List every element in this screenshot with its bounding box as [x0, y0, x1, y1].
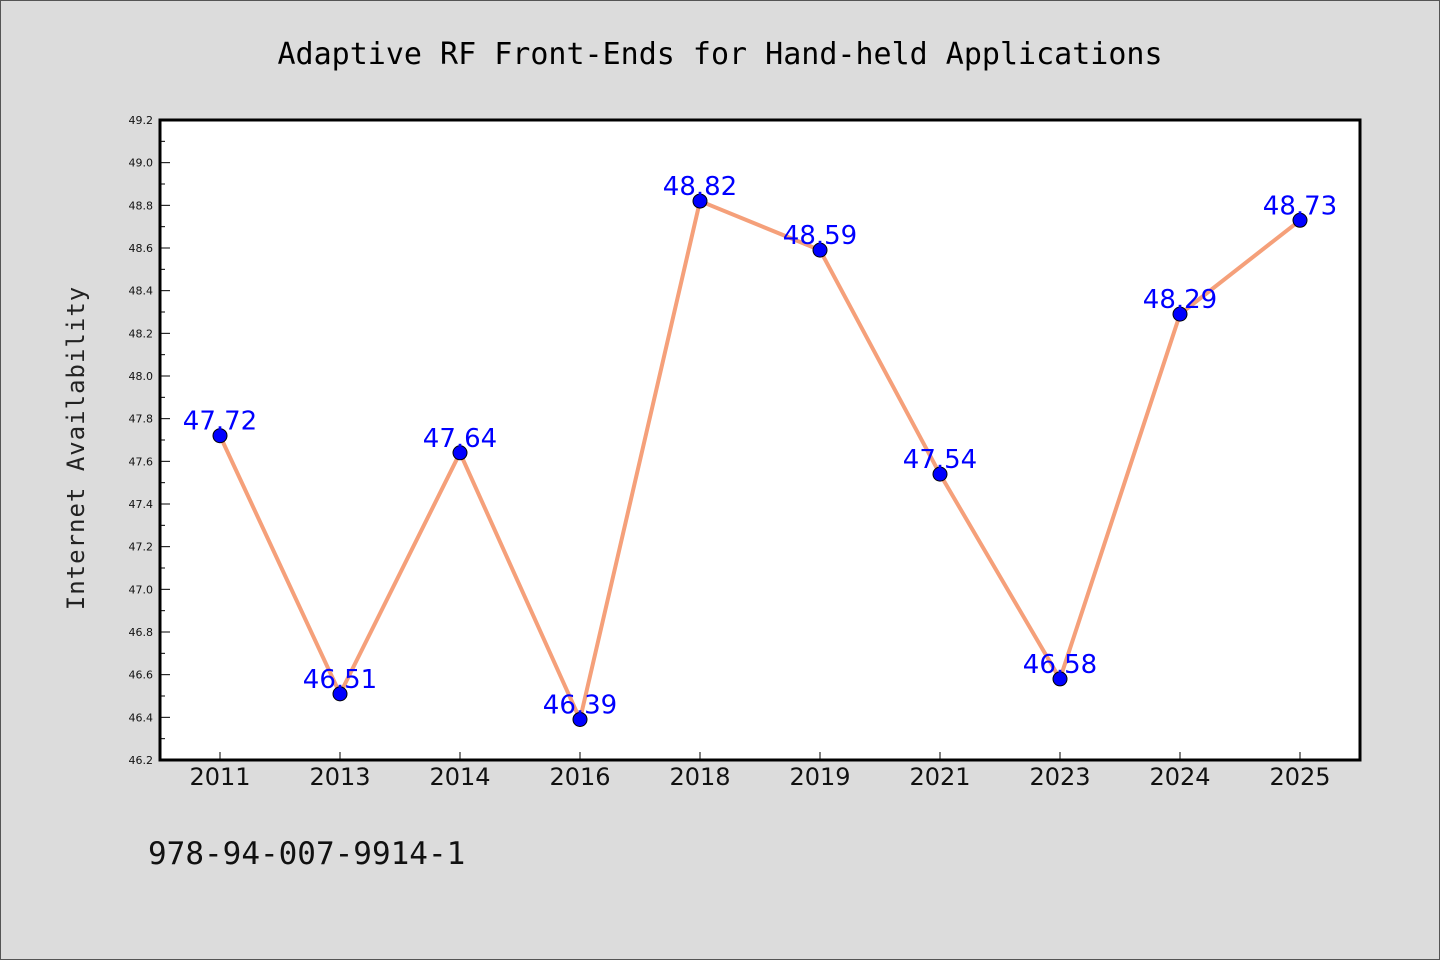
x-tick-label: 2021: [909, 763, 970, 791]
data-point: [812, 242, 828, 258]
y-tick-label: 46.8: [129, 626, 154, 639]
y-tick-label: 47.0: [129, 583, 154, 596]
data-point: [932, 466, 948, 482]
x-tick-label: 2024: [1149, 763, 1210, 791]
data-label: 48.82: [663, 172, 737, 202]
series-line: [218, 199, 1302, 722]
data-point: [1052, 671, 1068, 687]
data-point: [692, 193, 708, 209]
y-tick-label: 48.4: [129, 285, 154, 298]
footer-isbn: 978-94-007-9914-1: [148, 836, 465, 872]
data-label: 46.39: [543, 690, 617, 720]
data-label: 46.58: [1023, 650, 1097, 680]
x-tick-label: 2016: [549, 763, 610, 791]
y-tick-label: 48.0: [129, 370, 154, 383]
data-point: [452, 445, 468, 461]
data-point: [332, 686, 348, 702]
y-tick-label: 47.4: [129, 498, 154, 511]
x-tick-label: 2019: [789, 763, 850, 791]
y-tick-label: 46.6: [129, 669, 154, 682]
y-tick-label: 46.4: [129, 711, 154, 724]
data-label: 48.73: [1263, 191, 1337, 221]
y-tick-label: 46.2: [129, 754, 154, 767]
x-tick-label: 2018: [669, 763, 730, 791]
data-label: 47.64: [423, 424, 497, 454]
x-axis: 2011 2013 2014 2016 2018 2019 2021 2023 2024 2025: [189, 752, 1331, 791]
y-tick-label: 48.2: [129, 327, 154, 340]
data-label: 47.72: [183, 407, 257, 437]
data-label: 47.54: [903, 445, 977, 475]
y-tick-label: 49.0: [129, 157, 154, 170]
data-label: 46.51: [303, 665, 377, 695]
data-point: [1172, 306, 1188, 322]
y-tick-label: 49.2: [129, 114, 154, 127]
y-tick-label: 47.8: [129, 413, 154, 426]
y-axis-label: Internet Availability: [62, 286, 90, 610]
x-tick-label: 2013: [309, 763, 370, 791]
y-axis: 46.2 46.4 46.6 46.8 47.0 47.2 47.4 47.6 47.8 48.0…: [129, 114, 170, 767]
data-point: [572, 711, 588, 727]
data-point: [1292, 212, 1308, 228]
x-tick-label: 2025: [1269, 763, 1330, 791]
y-tick-label: 47.2: [129, 541, 154, 554]
series-group: 47.72 46.51 47.64 46.39 48.82 48.59 47.54 46.58…: [183, 172, 1337, 727]
data-label: 48.29: [1143, 285, 1217, 315]
y-tick-label: 48.8: [129, 199, 154, 212]
x-tick-label: 2014: [429, 763, 490, 791]
y-tick-label: 48.6: [129, 242, 154, 255]
x-tick-label: 2023: [1029, 763, 1090, 791]
y-tick-label: 47.6: [129, 455, 154, 468]
data-label: 48.59: [783, 221, 857, 251]
chart-title: Adaptive RF Front-Ends for Hand-held App…: [277, 37, 1162, 72]
data-point: [212, 428, 228, 444]
x-tick-label: 2011: [189, 763, 250, 791]
